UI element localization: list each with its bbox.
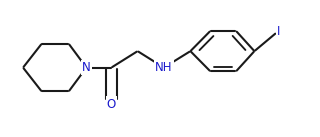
Text: O: O (107, 98, 116, 111)
Text: I: I (277, 25, 280, 38)
Text: N: N (82, 61, 91, 74)
Text: NH: NH (155, 61, 172, 74)
